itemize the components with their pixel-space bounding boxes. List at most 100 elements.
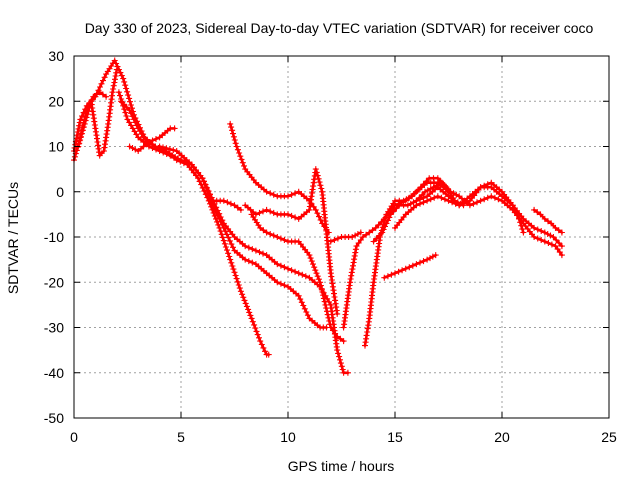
series-track-i [242,166,341,317]
data-point [123,104,130,111]
data-point [123,113,130,119]
data-point [128,110,135,117]
data-point [208,194,215,201]
data-point [234,204,241,211]
data-point [351,252,358,259]
data-point [121,78,128,85]
data-point [322,301,329,308]
data-point [118,72,125,79]
data-point [303,309,310,315]
data-point [373,235,380,242]
data-point [220,237,227,244]
data-point [230,133,237,140]
data-point [520,229,527,236]
data-point [318,185,325,192]
data-point [103,131,110,138]
data-point [166,146,173,153]
data-point [334,235,341,242]
data-point [364,325,371,332]
data-point [292,190,299,197]
data-point [399,267,406,274]
data-point [130,116,137,123]
data-point [76,122,83,129]
data-point [229,263,236,269]
data-point [118,98,125,105]
data-point [409,262,416,269]
data-point [127,98,133,105]
data-point [434,193,441,200]
data-point [205,188,212,195]
data-point [249,259,256,266]
data-point [297,296,304,303]
data-point [74,129,81,135]
data-point [382,223,388,230]
data-point [312,166,319,173]
x-axis-label: GPS time / hours [288,458,395,474]
data-point [538,237,545,243]
data-point [242,300,249,307]
data-point [76,140,83,147]
data-point [216,210,223,217]
data-point [125,92,132,99]
data-point [550,234,557,240]
data-point [477,184,484,191]
data-point [388,271,395,278]
data-point [80,124,87,131]
data-point [363,231,370,238]
series-track-k [327,229,364,245]
y-tick-label: -50 [44,410,64,426]
series-track-c [75,66,120,159]
data-point [438,194,445,201]
data-point [213,204,220,211]
y-tick-label: -10 [44,229,64,245]
data-point [331,294,338,300]
data-point [285,211,291,218]
data-point [432,252,439,259]
data-point [115,89,122,96]
data-point [219,234,226,241]
data-point [200,178,207,185]
data-point [246,309,253,316]
data-point [314,172,321,179]
data-point [350,262,356,269]
data-point [424,197,431,204]
plot-series [71,57,565,376]
data-point [257,338,264,345]
data-point [245,258,252,265]
data-point [362,342,368,349]
data-point [335,350,342,357]
data-point [149,137,156,144]
data-point [117,92,123,99]
data-point [484,194,491,201]
data-point [102,141,108,148]
data-point [357,229,364,236]
data-point [111,79,118,86]
data-point [491,194,498,201]
data-point [555,227,562,234]
data-point [236,285,243,292]
data-point [372,224,379,231]
data-point [363,332,370,339]
y-tick-label: -30 [44,320,64,336]
data-point [366,229,373,236]
data-point [317,282,324,289]
data-point [243,303,250,310]
data-point [232,272,239,279]
data-point [253,328,260,335]
data-point [298,299,305,306]
data-point [470,200,477,207]
data-point [545,240,552,246]
data-point [414,187,421,194]
axis-ticks: 0 5 10 15 20 25 -50 -40 -30 -20 -10 0 10 20 30 [44,48,617,445]
data-point [260,344,267,351]
data-point [325,314,332,321]
data-point [242,256,249,263]
data-point [252,325,259,332]
data-point [225,250,232,257]
data-point [217,214,224,220]
data-point [417,200,423,207]
data-point [110,82,117,89]
data-point [153,136,159,142]
data-point [256,209,263,216]
data-point [251,321,258,328]
